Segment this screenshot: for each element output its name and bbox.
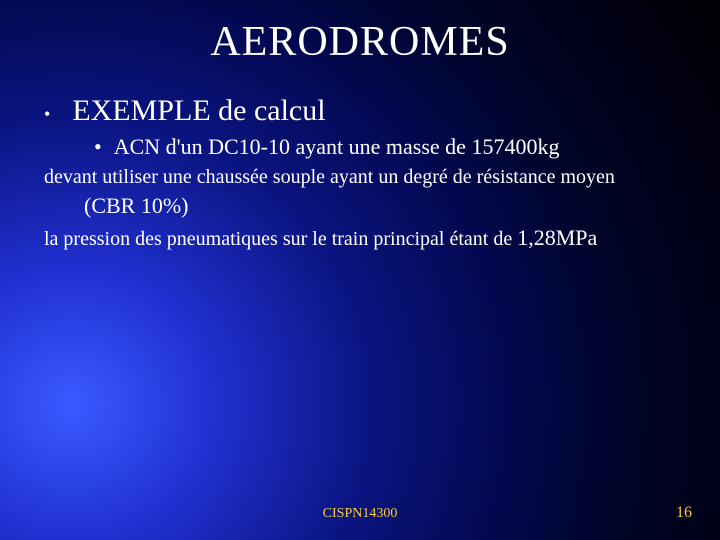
bullet-level1: • EXEMPLE de calcul xyxy=(40,94,680,128)
body-line-3b: 1,28MPa xyxy=(517,225,597,250)
heading-text: EXEMPLE de calcul xyxy=(72,94,325,128)
footer-code: CISPN14300 xyxy=(0,506,720,522)
body-line-3: la pression des pneumatiques sur le trai… xyxy=(44,225,680,251)
body-line-1: devant utiliser une chaussée souple ayan… xyxy=(44,164,680,191)
slide-title: AERODROMES xyxy=(0,0,720,66)
page-number: 16 xyxy=(676,504,692,522)
slide-content: • EXEMPLE de calcul • ACN d'un DC10-10 a… xyxy=(0,66,720,251)
body-line-2: (CBR 10%) xyxy=(84,193,680,219)
sub-bullet-text: ACN d'un DC10-10 ayant une masse de 1574… xyxy=(114,134,560,160)
bullet-dot-icon: • xyxy=(94,134,102,160)
body-line-3a: la pression des pneumatiques sur le trai… xyxy=(44,228,517,250)
bullet-dot-icon: • xyxy=(44,104,50,125)
bullet-level2: • ACN d'un DC10-10 ayant une masse de 15… xyxy=(94,134,680,160)
